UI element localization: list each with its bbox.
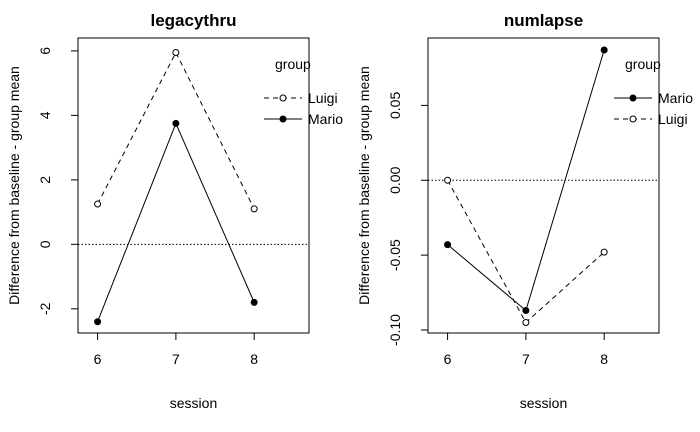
legend-title: group xyxy=(625,56,661,72)
x-axis-label: session xyxy=(520,395,567,411)
y-tick-label: 0 xyxy=(37,240,53,248)
y-tick-label: 6 xyxy=(37,47,53,55)
y-tick-label: -0.05 xyxy=(387,239,403,271)
data-point-Luigi xyxy=(444,176,452,184)
data-point-Luigi xyxy=(600,248,608,256)
legend-marker-Luigi xyxy=(279,94,287,102)
x-tick-label: 6 xyxy=(444,351,452,367)
data-point-Luigi xyxy=(522,319,530,327)
data-point-Mario xyxy=(522,307,530,315)
y-axis-label: Difference from baseline - group mean xyxy=(356,66,372,305)
x-tick-label: 6 xyxy=(94,351,102,367)
legend-marker-Mario xyxy=(279,115,287,123)
data-point-Mario xyxy=(250,298,258,306)
x-axis-label: session xyxy=(170,395,217,411)
legend-label-Luigi: Luigi xyxy=(308,90,338,106)
y-axis-label: Difference from baseline - group mean xyxy=(6,66,22,305)
data-point-Mario xyxy=(172,119,180,127)
legend-title: group xyxy=(275,56,311,72)
x-tick-label: 7 xyxy=(522,351,530,367)
x-tick-label: 8 xyxy=(250,351,258,367)
y-tick-label: -2 xyxy=(37,302,53,315)
legend-marker-Luigi xyxy=(629,115,637,123)
plot-frame xyxy=(77,37,310,334)
legend-label-Mario: Mario xyxy=(308,111,343,127)
series-line-Luigi xyxy=(97,51,255,210)
series-line-Luigi xyxy=(447,180,605,324)
y-tick-label: 0.05 xyxy=(387,92,403,119)
y-tick-label: -0.10 xyxy=(387,314,403,346)
panel-legacythru: legacythru 6 7 8 session -2 0 2 4 6 Difference fro… xyxy=(6,11,343,411)
data-point-Luigi xyxy=(94,200,102,208)
x-tick-label: 8 xyxy=(600,351,608,367)
y-tick-label: 4 xyxy=(37,111,53,119)
panel-numlapse: numlapse 6 7 8 session -0.10 -0.05 0.00 0.05 Diff… xyxy=(356,11,693,411)
data-point-Mario xyxy=(444,241,452,249)
series-line-Mario xyxy=(97,122,255,322)
chart-title: numlapse xyxy=(504,11,583,30)
data-point-Luigi xyxy=(250,205,258,213)
legend-label-Luigi: Luigi xyxy=(658,111,688,127)
plot-frame xyxy=(427,37,660,334)
y-tick-label: 2 xyxy=(37,176,53,184)
data-point-Mario xyxy=(600,46,608,54)
data-point-Luigi xyxy=(172,49,180,57)
legend-label-Mario: Mario xyxy=(658,90,693,106)
legend-marker-Mario xyxy=(629,94,637,102)
x-tick-label: 7 xyxy=(172,351,180,367)
chart-title: legacythru xyxy=(151,11,237,30)
y-tick-label: 0.00 xyxy=(387,166,403,193)
data-point-Mario xyxy=(94,318,102,326)
